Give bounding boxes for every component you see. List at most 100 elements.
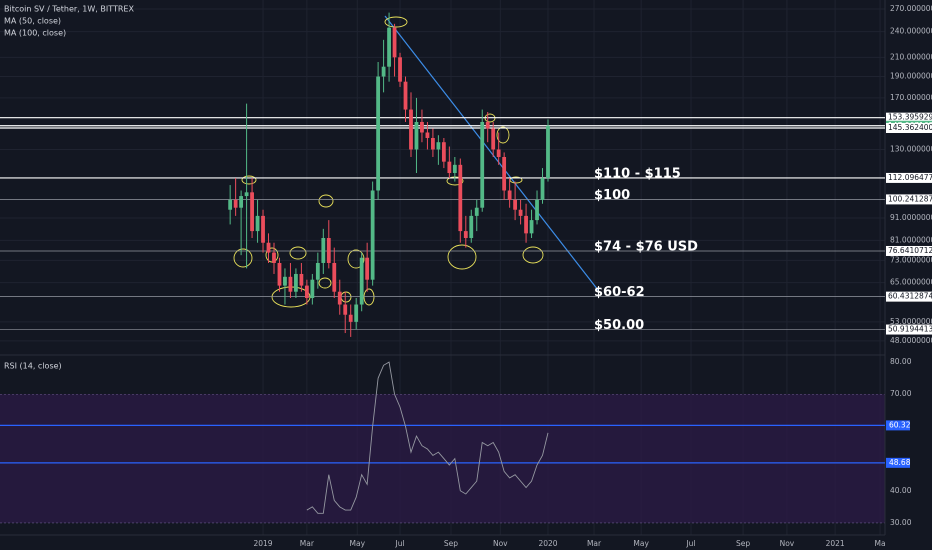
candle-body — [354, 304, 359, 322]
candle-body — [228, 199, 233, 210]
price-label: 145.36240082 — [888, 123, 932, 132]
candle-body — [332, 262, 337, 292]
drawing-ellipse — [347, 249, 365, 269]
price-label: 153.39592983 — [888, 113, 932, 122]
candle-body — [304, 285, 309, 299]
candle-body — [469, 215, 474, 238]
candle-body — [387, 27, 391, 67]
x-tick-label: Jul — [685, 539, 695, 548]
drawing-ellipse — [522, 246, 544, 264]
candle-body — [233, 199, 238, 208]
drawing-ellipse — [496, 126, 510, 144]
candle-body — [436, 142, 441, 150]
y-tick-label: 240.00000000 — [890, 27, 932, 36]
level-label: 48.68 — [889, 458, 911, 467]
x-tick-label: Nov — [780, 539, 795, 548]
candle-body — [502, 156, 507, 191]
price-label: 50.91944134 — [888, 325, 932, 334]
drawing-ellipse — [447, 244, 477, 270]
candle-body — [310, 279, 315, 299]
y-tick-label: 81.00000000 — [890, 235, 932, 244]
rsi-tick-label: 40.00 — [890, 486, 912, 495]
drawing-ellipse — [241, 175, 257, 185]
candle-body — [381, 66, 386, 77]
y-tick-label: 73.00000000 — [890, 255, 932, 264]
x-tick-label: 2019 — [253, 539, 272, 548]
candle-body — [283, 276, 287, 286]
candle-body — [513, 199, 518, 210]
price-label: 112.09647799 — [888, 173, 932, 182]
x-tick-label: May — [633, 539, 649, 548]
candle-body — [518, 209, 523, 216]
price-label-box — [886, 172, 932, 183]
candle-body — [337, 291, 342, 305]
annotation: $100 — [594, 188, 630, 203]
y-tick-label: 53.00000000 — [890, 317, 932, 326]
y-tick-label: 190.00000000 — [890, 72, 932, 81]
candle-body — [277, 262, 282, 286]
annotation: $60-62 — [594, 285, 645, 300]
candle-body — [376, 76, 381, 191]
candle-body — [244, 192, 249, 197]
annotation: $74 - $76 USD — [594, 239, 698, 254]
level-label: 60.32 — [889, 420, 911, 429]
price-label-box — [886, 122, 932, 133]
x-tick-label: Sep — [444, 539, 458, 548]
candle-body — [255, 215, 260, 232]
candle-body — [529, 220, 534, 234]
candle-body — [272, 252, 276, 263]
price-label-box — [886, 245, 932, 256]
y-tick-label: 91.00000000 — [890, 213, 932, 222]
candle-body — [250, 192, 254, 232]
x-tick-label: May — [350, 539, 366, 548]
x-tick-label: Mar — [587, 539, 602, 548]
x-tick-label: Nov — [493, 539, 508, 548]
x-tick-label: Ma — [875, 539, 886, 548]
rsi-tick-label: 70.00 — [890, 389, 912, 398]
price-label: 100.24128758 — [888, 194, 932, 203]
candle-body — [431, 137, 435, 150]
drawing-ellipse — [265, 247, 279, 263]
drawing-ellipse — [384, 16, 408, 28]
candle-body — [321, 237, 326, 263]
y-tick-label: 65.00000000 — [890, 278, 932, 287]
x-tick-label: Sep — [736, 539, 750, 548]
y-tick-label: 210.00000000 — [890, 52, 932, 61]
candle-body — [261, 215, 265, 243]
candle-body — [288, 276, 293, 292]
candle-body — [524, 215, 528, 234]
price-label: 60.43128747 — [888, 292, 932, 301]
rsi-title: RSI (14, close) — [4, 362, 62, 371]
level-label-box — [886, 420, 910, 431]
candle-body — [441, 142, 446, 162]
candle-body — [348, 314, 353, 322]
x-tick-label: 2021 — [826, 539, 845, 548]
candle-body — [315, 262, 320, 280]
candle-body — [409, 109, 413, 150]
candle-body — [266, 242, 271, 253]
rsi-line — [306, 361, 549, 514]
candle-body — [463, 231, 468, 238]
candle-body — [392, 27, 397, 58]
level-label-box — [886, 457, 910, 468]
rsi-band — [0, 394, 885, 523]
candle-body — [507, 190, 512, 200]
drawing-ellipse — [318, 277, 332, 289]
x-tick-label: Jul — [394, 539, 404, 548]
drawing-ellipse — [318, 194, 334, 208]
price-label-box — [886, 194, 932, 205]
price-label-box — [886, 291, 932, 302]
y-tick-label: 270.00000000 — [890, 4, 932, 13]
drawing-ellipse — [363, 288, 375, 306]
price-label-box — [886, 112, 932, 123]
annotation: $50.00 — [594, 318, 644, 333]
trend-line — [384, 15, 599, 291]
drawing-ellipse — [289, 246, 307, 260]
candle-body — [452, 164, 457, 174]
y-tick-label: 48.00000000 — [890, 336, 932, 345]
price-label-box — [886, 324, 932, 335]
candle-body — [474, 207, 479, 216]
candle-body — [480, 121, 485, 208]
rsi-tick-label: 30.00 — [890, 518, 912, 527]
